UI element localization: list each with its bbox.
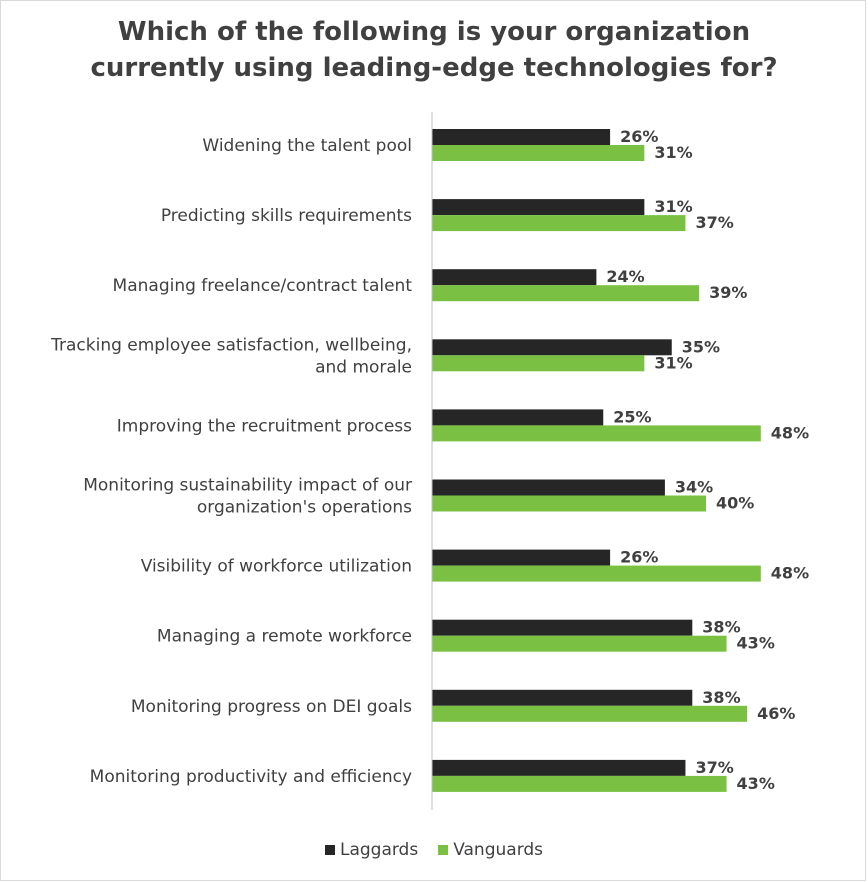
legend: Laggards Vanguards — [0, 840, 868, 860]
category-label: Visibility of workforce utilization — [141, 557, 412, 577]
data-label-laggards: 35% — [682, 337, 720, 356]
bar-vanguards — [432, 565, 761, 582]
data-label-vanguards: 46% — [757, 704, 795, 723]
bar-vanguards — [432, 425, 761, 442]
category-label: Managing a remote workforce — [157, 627, 412, 647]
data-label-laggards: 26% — [620, 548, 658, 567]
chart-title-line-1: Which of the following is your organizat… — [117, 17, 751, 47]
category-label: organization's operations — [197, 498, 412, 518]
data-label-laggards: 31% — [654, 197, 692, 216]
bar-vanguards — [432, 495, 706, 512]
data-label-laggards: 25% — [613, 407, 651, 426]
bar-laggards — [432, 199, 645, 216]
data-label-vanguards: 37% — [695, 213, 733, 232]
category-label: and morale — [315, 357, 412, 377]
category-label: Monitoring progress on DEI goals — [131, 697, 412, 717]
bar-laggards — [432, 619, 693, 636]
category-label: Tracking employee satisfaction, wellbein… — [50, 335, 412, 355]
bar-laggards — [432, 689, 693, 706]
bar-vanguards — [432, 145, 645, 161]
legend-item-laggards: Laggards — [324, 840, 419, 860]
bar-laggards — [432, 479, 665, 496]
bar-vanguards — [432, 635, 727, 652]
category-label: Monitoring sustainability impact of our — [83, 476, 412, 496]
data-label-vanguards: 40% — [716, 494, 754, 513]
data-label-laggards: 24% — [606, 267, 644, 286]
legend-swatch-vanguards — [438, 845, 449, 855]
data-label-vanguards: 31% — [654, 143, 692, 162]
category-label: Monitoring productivity and efficiency — [90, 767, 412, 787]
data-label-laggards: 38% — [702, 618, 740, 637]
category-label: Improving the recruitment process — [117, 416, 412, 436]
bar-laggards — [432, 129, 611, 145]
data-label-vanguards: 48% — [771, 423, 809, 442]
bar-vanguards — [432, 285, 700, 302]
data-label-laggards: 34% — [675, 478, 713, 497]
bar-laggards — [432, 549, 611, 566]
data-label-vanguards: 31% — [654, 353, 692, 372]
legend-swatch-laggards — [324, 845, 335, 855]
data-label-laggards: 37% — [695, 758, 733, 777]
legend-item-vanguards: Vanguards — [438, 840, 543, 860]
legend-label-laggards: Laggards — [339, 840, 419, 860]
data-label-vanguards: 43% — [737, 774, 775, 793]
data-label-vanguards: 48% — [771, 564, 809, 583]
bar-laggards — [432, 409, 604, 426]
bar-vanguards — [432, 705, 748, 722]
category-label: Managing freelance/contract talent — [113, 276, 413, 296]
legend-label-vanguards: Vanguards — [453, 840, 544, 860]
bar-laggards — [432, 759, 686, 776]
data-label-laggards: 38% — [702, 688, 740, 707]
chart-title-line-2: currently using leading-edge technologie… — [90, 53, 778, 83]
bar-vanguards — [432, 775, 727, 792]
bar-vanguards — [432, 355, 645, 372]
data-label-vanguards: 39% — [709, 283, 747, 302]
category-label: Widening the talent pool — [202, 136, 412, 156]
data-label-laggards: 26% — [620, 127, 658, 146]
bar-laggards — [432, 269, 597, 286]
chart-title: Which of the following is your organizat… — [0, 14, 868, 86]
bar-laggards — [432, 339, 672, 356]
bar-vanguards — [432, 215, 686, 232]
data-label-vanguards: 43% — [737, 634, 775, 653]
category-label: Predicting skills requirements — [161, 206, 412, 226]
